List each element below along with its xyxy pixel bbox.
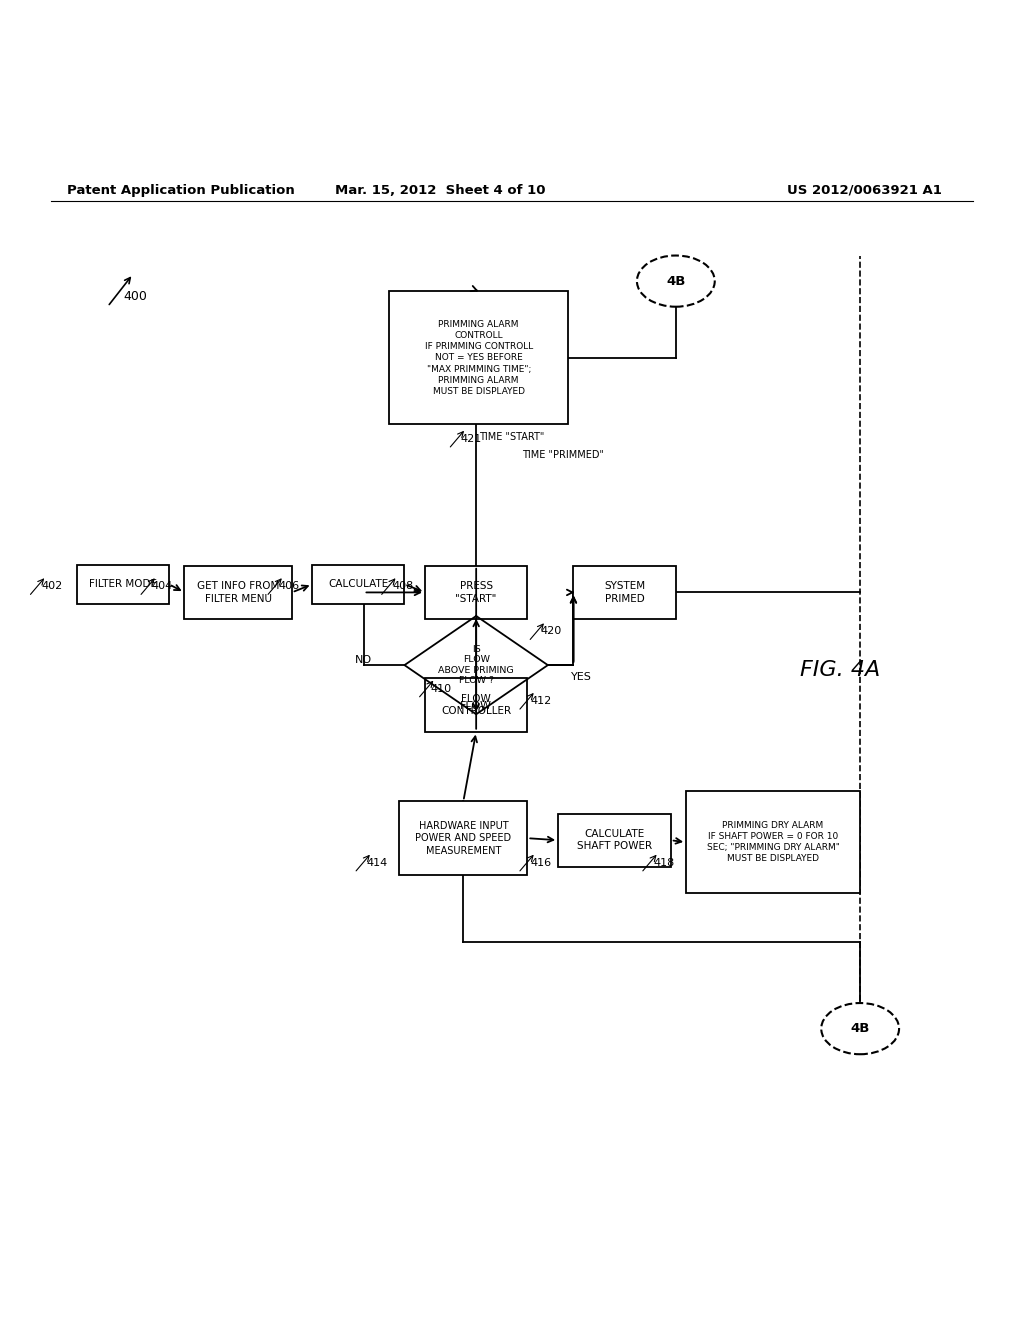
- FancyBboxPatch shape: [686, 791, 860, 894]
- Text: 408: 408: [392, 581, 414, 591]
- FancyBboxPatch shape: [399, 801, 527, 875]
- Ellipse shape: [821, 1003, 899, 1055]
- Text: Patent Application Publication: Patent Application Publication: [67, 183, 294, 197]
- FancyBboxPatch shape: [425, 566, 527, 619]
- Text: FLOW: FLOW: [460, 701, 493, 711]
- Text: 418: 418: [653, 858, 675, 867]
- Text: CALCULATE
SHAFT POWER: CALCULATE SHAFT POWER: [577, 829, 652, 851]
- Text: 412: 412: [530, 696, 552, 706]
- FancyBboxPatch shape: [425, 678, 527, 731]
- Text: NO: NO: [355, 655, 372, 665]
- Text: PRESS
"START": PRESS "START": [456, 581, 497, 603]
- FancyBboxPatch shape: [389, 292, 568, 425]
- Text: HARDWARE INPUT
POWER AND SPEED
MEASUREMENT: HARDWARE INPUT POWER AND SPEED MEASUREME…: [416, 821, 511, 855]
- Text: 402: 402: [41, 581, 62, 591]
- Text: 400: 400: [123, 290, 146, 304]
- Text: TIME "START": TIME "START": [479, 432, 545, 442]
- Text: 4B: 4B: [851, 1022, 869, 1035]
- Text: PRIMMING DRY ALARM
IF SHAFT POWER = 0 FOR 10
SEC; "PRIMMING DRY ALARM"
MUST BE D: PRIMMING DRY ALARM IF SHAFT POWER = 0 FO…: [707, 821, 840, 863]
- FancyBboxPatch shape: [184, 566, 292, 619]
- Text: Mar. 15, 2012  Sheet 4 of 10: Mar. 15, 2012 Sheet 4 of 10: [335, 183, 546, 197]
- Text: 4B: 4B: [667, 275, 685, 288]
- Text: 414: 414: [367, 858, 388, 867]
- Text: FILTER MODE: FILTER MODE: [89, 579, 157, 589]
- Text: 410: 410: [430, 684, 452, 694]
- Text: FIG. 4A: FIG. 4A: [800, 660, 880, 680]
- FancyBboxPatch shape: [558, 813, 671, 867]
- Text: GET INFO FROM
FILTER MENU: GET INFO FROM FILTER MENU: [197, 581, 280, 603]
- FancyBboxPatch shape: [312, 565, 404, 603]
- Text: 406: 406: [279, 581, 300, 591]
- Text: 416: 416: [530, 858, 552, 867]
- Text: IS
FLOW
ABOVE PRIMING
FLOW ?: IS FLOW ABOVE PRIMING FLOW ?: [438, 645, 514, 685]
- Text: SYSTEM
PRIMED: SYSTEM PRIMED: [604, 581, 645, 603]
- FancyBboxPatch shape: [77, 565, 169, 603]
- Text: 421: 421: [461, 434, 482, 444]
- Text: TIME "PRIMMED": TIME "PRIMMED": [522, 450, 604, 461]
- Text: 404: 404: [152, 581, 173, 591]
- FancyBboxPatch shape: [573, 566, 676, 619]
- Text: CALCULATE: CALCULATE: [329, 579, 388, 589]
- Text: 420: 420: [541, 626, 562, 636]
- Polygon shape: [404, 616, 548, 714]
- Text: PRIMMING ALARM
CONTROLL
IF PRIMMING CONTROLL
NOT = YES BEFORE
"MAX PRIMMING TIME: PRIMMING ALARM CONTROLL IF PRIMMING CONT…: [425, 321, 532, 396]
- Text: US 2012/0063921 A1: US 2012/0063921 A1: [787, 183, 942, 197]
- Text: YES: YES: [571, 672, 592, 682]
- Ellipse shape: [637, 256, 715, 306]
- Text: FLOW
CONTROLLER: FLOW CONTROLLER: [441, 694, 511, 717]
